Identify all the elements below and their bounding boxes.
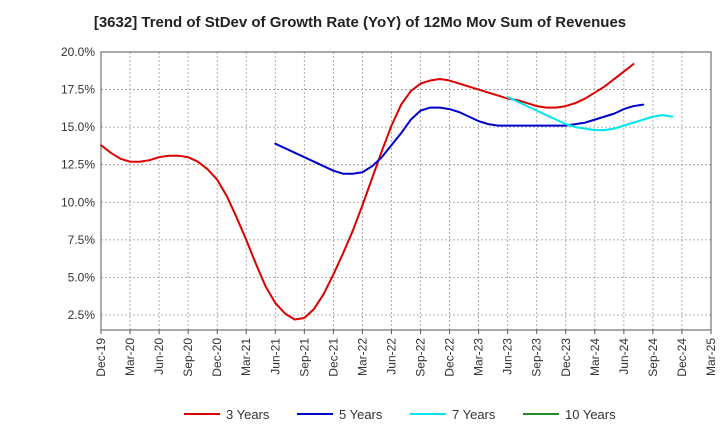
x-tick-label: Mar-24	[588, 338, 602, 376]
x-tick-label: Dec-24	[675, 338, 689, 377]
x-tick-label: Jun-21	[268, 338, 282, 375]
x-tick-label: Mar-20	[123, 338, 137, 376]
x-tick-label: Jun-24	[617, 338, 631, 375]
x-tick-label: Sep-22	[414, 338, 428, 377]
y-axis: 2.5% 5.0% 7.5% 10.0% 12.5% 15.0% 17.5% 20.0%	[61, 45, 95, 322]
x-tick-label: Sep-21	[297, 338, 311, 377]
x-tick-label: Sep-20	[181, 338, 195, 377]
x-tick-label: Jun-20	[152, 338, 166, 375]
x-tick-label: Mar-25	[704, 338, 718, 376]
y-tick-label: 2.5%	[68, 308, 96, 322]
y-tick-label: 10.0%	[61, 195, 95, 209]
chart-title: [3632] Trend of StDev of Growth Rate (Yo…	[93, 14, 627, 31]
y-tick-label: 12.5%	[61, 158, 95, 172]
legend-label-5-years: 5 Years	[339, 407, 383, 422]
x-tick-label: Dec-21	[326, 338, 340, 377]
series-line-3-years	[100, 63, 635, 321]
x-tick-label: Dec-20	[210, 338, 224, 377]
legend: 3 Years 5 Years 7 Years 10 Years	[184, 407, 616, 422]
x-tick-label: Mar-23	[472, 338, 486, 376]
x-tick-label: Dec-23	[559, 338, 573, 377]
y-tick-label: 20.0%	[61, 45, 95, 59]
legend-label-10-years: 10 Years	[565, 407, 616, 422]
x-tick-label: Dec-22	[443, 338, 457, 377]
x-tick-label: Sep-23	[530, 338, 544, 377]
x-tick-label: Jun-22	[384, 338, 398, 375]
series-line-7-years	[506, 96, 674, 132]
plot-frame	[100, 51, 712, 331]
x-tick-label: Mar-22	[355, 338, 369, 376]
series-line-5-years	[274, 103, 645, 175]
legend-label-7-years: 7 Years	[452, 407, 496, 422]
series-lines	[100, 63, 674, 321]
x-tick-label: Dec-19	[94, 338, 108, 377]
x-tick-label: Sep-24	[646, 338, 660, 377]
y-tick-label: 7.5%	[68, 233, 96, 247]
x-axis: Dec-19 Mar-20 Jun-20 Sep-20 Dec-20 Mar-21 Jun-…	[94, 330, 718, 377]
y-tick-label: 17.5%	[61, 83, 95, 97]
x-tick-label: Mar-21	[239, 338, 253, 376]
x-tick-label: Jun-23	[501, 338, 515, 375]
legend-label-3-years: 3 Years	[226, 407, 270, 422]
y-tick-label: 15.0%	[61, 120, 95, 134]
y-tick-label: 5.0%	[68, 270, 96, 284]
plot-area	[101, 52, 711, 330]
